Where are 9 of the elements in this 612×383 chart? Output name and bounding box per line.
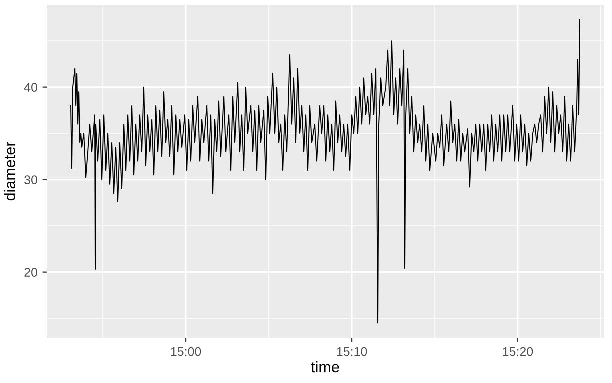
y-axis-title: diameter [4, 142, 16, 201]
x-tick-label: 15:10 [337, 347, 368, 356]
y-tick-label: 40 [24, 83, 38, 92]
x-tick-label: 15:00 [171, 347, 202, 356]
x-axis-title: time [311, 361, 340, 373]
line-series [70, 19, 580, 324]
y-tick-label: 30 [24, 176, 38, 184]
x-tick-label: 15:20 [503, 347, 534, 356]
y-tick-label: 20 [24, 268, 38, 277]
